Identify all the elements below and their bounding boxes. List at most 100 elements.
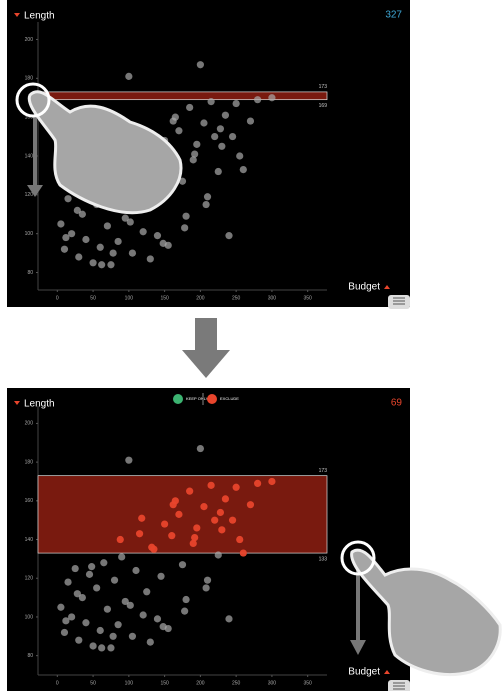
point	[186, 104, 193, 111]
point	[200, 503, 207, 510]
menu-button	[388, 295, 410, 309]
point	[110, 633, 117, 640]
point	[233, 484, 240, 491]
point	[88, 563, 95, 570]
point	[218, 526, 225, 533]
point	[215, 168, 222, 175]
exclude-icon	[207, 394, 217, 404]
point	[61, 629, 68, 636]
x-tick-label: 250	[232, 680, 241, 686]
selection-max: 173	[319, 468, 328, 474]
point	[268, 94, 275, 101]
point	[110, 250, 117, 257]
point	[75, 253, 82, 260]
selection-min: 133	[319, 556, 328, 562]
point	[191, 534, 198, 541]
point	[193, 524, 200, 531]
point	[170, 501, 177, 508]
point	[197, 61, 204, 68]
point	[74, 207, 81, 214]
point	[215, 551, 222, 558]
point	[161, 520, 168, 527]
point	[104, 222, 111, 229]
point	[181, 608, 188, 615]
point	[160, 623, 167, 630]
point	[89, 642, 96, 649]
x-tick-label: 100	[125, 680, 134, 686]
point	[240, 166, 247, 173]
point	[254, 96, 261, 103]
y-tick-label: 80	[27, 653, 33, 659]
point	[97, 244, 104, 251]
point	[86, 571, 93, 578]
x-tick-label: 150	[160, 295, 169, 301]
point	[170, 117, 177, 124]
point	[208, 482, 215, 489]
point	[225, 615, 232, 622]
point	[143, 588, 150, 595]
point	[138, 515, 145, 522]
y-tick-label: 100	[25, 614, 34, 620]
point	[236, 152, 243, 159]
y-tick-label: 140	[25, 537, 34, 543]
point	[118, 553, 125, 560]
exclude-button[interactable]: EXCLUDE	[220, 396, 239, 401]
point	[127, 602, 134, 609]
point	[115, 238, 122, 245]
point	[117, 536, 124, 543]
point	[147, 255, 154, 262]
count: 69	[391, 398, 403, 409]
y-tick-label: 140	[25, 153, 34, 159]
y-tick-label: 160	[25, 498, 34, 504]
x-tick-label: 300	[268, 295, 277, 301]
point	[129, 633, 136, 640]
point	[97, 627, 104, 634]
point	[204, 193, 211, 200]
point	[82, 619, 89, 626]
keep-icon	[173, 394, 183, 404]
point	[217, 509, 224, 516]
keep-only-button[interactable]: KEEP ONLY	[186, 396, 209, 401]
point	[233, 100, 240, 107]
point	[157, 573, 164, 580]
point	[100, 559, 107, 566]
point	[211, 133, 218, 140]
selection-band	[38, 92, 327, 100]
point	[229, 133, 236, 140]
x-tick-label: 300	[268, 680, 277, 686]
point	[203, 201, 210, 208]
point	[98, 261, 105, 268]
point	[182, 213, 189, 220]
figure: Length327Budget8010012014016018020005010…	[0, 0, 504, 691]
point	[240, 549, 247, 556]
count: 327	[385, 10, 402, 21]
point	[98, 644, 105, 651]
y-tick-label: 120	[25, 576, 34, 582]
point	[104, 606, 111, 613]
point	[200, 119, 207, 126]
x-tick-label: 0	[56, 295, 59, 301]
x-tick-label: 350	[304, 295, 313, 301]
point	[129, 250, 136, 257]
point	[64, 195, 71, 202]
point	[89, 259, 96, 266]
point	[181, 224, 188, 231]
y-tick-label: 120	[25, 192, 34, 198]
point	[136, 530, 143, 537]
point	[125, 457, 132, 464]
point	[148, 544, 155, 551]
x-tick-label: 200	[196, 680, 205, 686]
selection-max: 173	[319, 84, 328, 90]
x-tick-label: 0	[56, 680, 59, 686]
point	[247, 117, 254, 124]
point	[218, 143, 225, 150]
x-tick-label: 50	[90, 680, 96, 686]
x-tick-label: 150	[160, 680, 169, 686]
point	[132, 567, 139, 574]
point	[140, 228, 147, 235]
point	[154, 232, 161, 239]
point	[62, 617, 69, 624]
point	[225, 232, 232, 239]
point	[115, 621, 122, 628]
x-tick-label: 250	[232, 295, 241, 301]
